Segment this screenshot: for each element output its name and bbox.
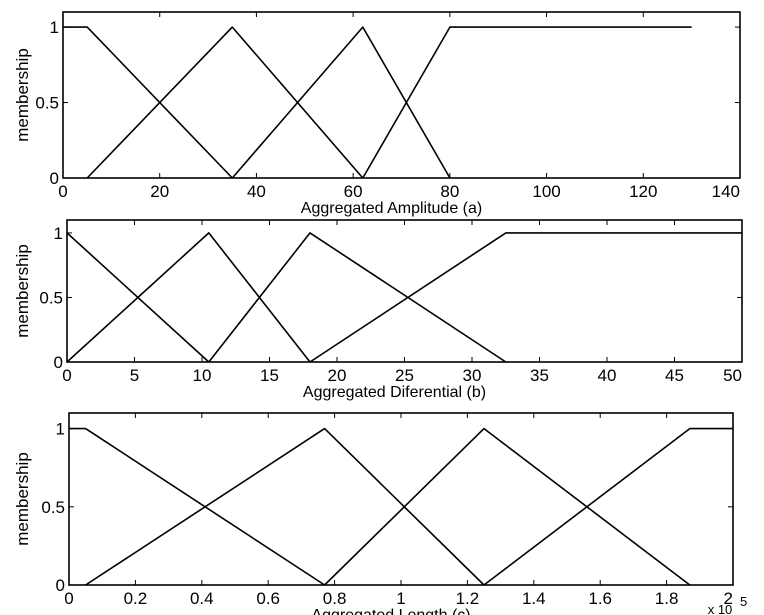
x-tick-label: 25 (395, 366, 414, 385)
x-tick-label: 5 (130, 366, 139, 385)
x-tick-label: 30 (463, 366, 482, 385)
x-tick-label: 35 (530, 366, 549, 385)
x-axis-label: Aggregated Diferential (b) (303, 384, 486, 401)
x-tick-label: 0.6 (256, 589, 280, 608)
membership-function-4 (362, 26, 692, 179)
x-tick-label: 1 (396, 589, 405, 608)
y-tick-label: 1 (54, 224, 63, 243)
x-tick-label: 120 (629, 182, 657, 201)
y-axis-label: membership (13, 244, 32, 338)
x-tick-label: 0 (62, 366, 71, 385)
membership-function-1 (69, 427, 326, 586)
y-tick-label: 1 (56, 420, 65, 439)
y-axis-label: membership (13, 452, 32, 546)
x-axis-multiplier-exponent: 5 (740, 594, 747, 609)
y-tick-label: 0.5 (39, 288, 63, 307)
membership-function-4 (483, 427, 733, 586)
membership-function-2 (66, 232, 311, 363)
y-tick-label: 0.5 (35, 94, 59, 113)
plot-frame (66, 219, 743, 363)
x-tick-label: 50 (723, 366, 742, 385)
x-tick-label: 1.6 (588, 589, 612, 608)
membership-function-4 (309, 232, 742, 363)
membership-function-3 (231, 26, 451, 179)
x-tick-label: 0.4 (190, 589, 214, 608)
x-tick-label: 0.8 (323, 589, 347, 608)
y-tick-label: 0 (50, 169, 59, 188)
membership-function-2 (86, 26, 364, 179)
y-tick-label: 0.5 (41, 498, 65, 517)
x-tick-label: 0 (64, 589, 73, 608)
x-tick-label: 40 (247, 182, 266, 201)
x-tick-label: 1.2 (456, 589, 480, 608)
x-tick-label: 0.2 (124, 589, 148, 608)
membership-function-3 (208, 232, 507, 363)
membership-function-2 (85, 427, 485, 586)
x-tick-label: 0 (58, 182, 67, 201)
y-axis-label: membership (13, 48, 32, 142)
x-tick-label: 80 (440, 182, 459, 201)
plot-frame (62, 11, 741, 179)
membership-function-1 (63, 26, 233, 179)
x-tick-label: 100 (532, 182, 560, 201)
y-tick-label: 0 (56, 576, 65, 595)
x-axis-label: Aggregated Length (c) (311, 607, 470, 615)
x-tick-label: 1.8 (655, 589, 679, 608)
x-tick-label: 1.4 (522, 589, 546, 608)
y-tick-label: 0 (54, 353, 63, 372)
x-tick-label: 20 (328, 366, 347, 385)
panel-amplitude: 0 20 40 60 80 100 120 140 0 0.5 1 Aggregated Amplit… (13, 11, 741, 217)
plot-frame (68, 412, 734, 586)
x-axis-multiplier: x 10 (708, 602, 733, 615)
membership-function-3 (324, 427, 691, 586)
x-tick-label: 40 (598, 366, 617, 385)
panel-length: 00.20.40.60.811.21.41.61.8200.51Aggregat… (13, 412, 747, 615)
x-tick-label: 10 (193, 366, 212, 385)
y-tick-label: 1 (50, 18, 59, 37)
x-tick-label: 2 (724, 589, 733, 608)
x-axis-label: Aggregated Amplitude (a) (301, 200, 482, 217)
x-tick-label: 20 (150, 182, 169, 201)
x-tick-label: 45 (665, 366, 684, 385)
x-tick-label: 60 (344, 182, 363, 201)
x-tick-label: 15 (260, 366, 279, 385)
panel-differential: 0 5 10 15 20 25 30 35 40 45 50 0 0.5 1 Aggregated Dife… (13, 219, 743, 401)
x-tick-label: 140 (712, 182, 740, 201)
